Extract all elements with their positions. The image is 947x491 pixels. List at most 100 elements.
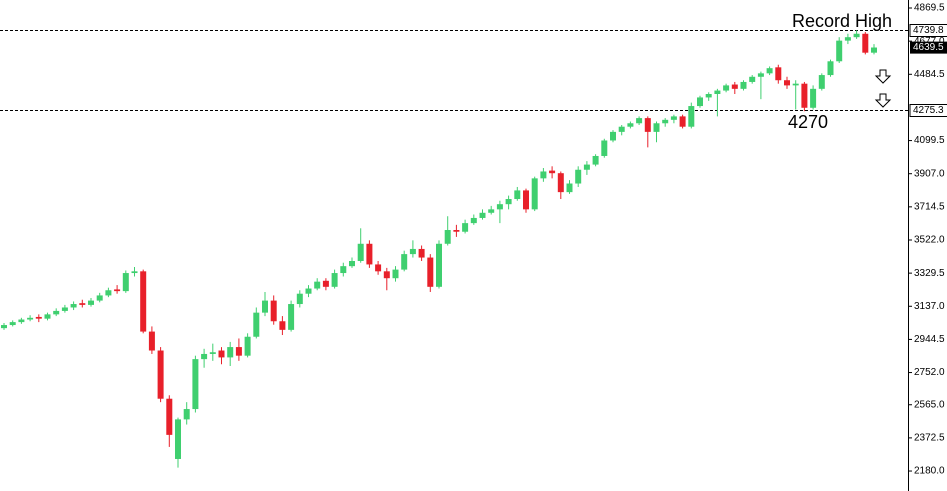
candle-body	[253, 312, 260, 337]
candle-body	[792, 83, 799, 86]
y-tick-label: 2565.0	[914, 399, 945, 410]
candle-body	[244, 336, 251, 356]
candle-body	[496, 204, 503, 210]
candle-body	[610, 131, 616, 141]
candle-body	[775, 67, 782, 81]
candle-body	[697, 97, 703, 107]
candle-body	[35, 316, 42, 319]
down-arrow	[874, 69, 892, 84]
candle-body	[618, 126, 625, 132]
candle-body	[679, 116, 686, 127]
candle-body	[192, 359, 199, 410]
candle-body	[757, 73, 764, 77]
candle-body	[79, 303, 86, 305]
candle-body	[88, 300, 94, 305]
y-tick-label: 3329.5	[914, 268, 945, 279]
candle-body	[140, 271, 147, 332]
y-tick-label: 4484.5	[914, 69, 945, 80]
candle-body	[871, 47, 877, 53]
candle-body	[784, 80, 790, 86]
candle-body	[18, 319, 25, 323]
candle-body	[183, 409, 190, 420]
candle-body	[627, 123, 634, 127]
candle-body	[53, 310, 60, 315]
y-tick-label: 3714.5	[914, 201, 945, 212]
candle-body	[1, 325, 7, 329]
current-price-label: 4639.5	[913, 42, 944, 53]
candle-body	[392, 269, 399, 279]
candle-body	[740, 81, 747, 89]
candle-body	[549, 170, 556, 174]
level-label: 4275.3	[913, 105, 944, 116]
candle-body	[201, 353, 208, 360]
candle-body	[357, 243, 364, 261]
level-label-box	[909, 24, 947, 37]
candle-body	[818, 75, 825, 89]
candle-body	[157, 350, 164, 399]
candle-body	[235, 347, 242, 356]
candle-body	[296, 293, 303, 305]
y-tick-label: 2180.0	[914, 466, 945, 477]
candle-body	[670, 116, 677, 120]
candle-body	[96, 295, 103, 301]
y-tick-label: 3522.0	[914, 235, 945, 246]
candle-body	[862, 33, 869, 53]
candle-body	[540, 171, 547, 179]
candle-body	[27, 317, 34, 320]
candle-body	[557, 173, 564, 193]
candle-body	[836, 40, 843, 62]
annotation: 4270	[788, 112, 828, 132]
y-tick-label: 2372.5	[914, 433, 945, 444]
down-arrow	[874, 93, 892, 108]
level-label: 4739.8	[913, 25, 944, 36]
candle-body	[288, 304, 295, 330]
candle-body	[644, 118, 651, 132]
candle-body	[105, 290, 112, 296]
candle-body	[114, 289, 121, 292]
candle-body	[801, 83, 808, 108]
candle-body	[227, 347, 234, 358]
candle-body	[409, 248, 416, 255]
candle-body	[166, 398, 173, 435]
candle-body	[827, 61, 834, 76]
candle-body	[418, 248, 425, 258]
candle-body	[479, 212, 486, 218]
annotation: Record High	[792, 11, 892, 31]
candle-body	[844, 37, 851, 41]
candle-body	[279, 321, 286, 330]
candle-body	[523, 190, 529, 210]
y-tick-label: 4099.5	[914, 135, 945, 146]
candle-body	[305, 288, 312, 294]
candle-body	[9, 322, 16, 326]
candle-body	[575, 169, 582, 184]
candle-body	[566, 183, 573, 193]
candle-body	[262, 300, 268, 313]
candle-body	[349, 260, 355, 267]
candle-body	[488, 209, 495, 213]
y-tick-label: 2752.0	[914, 367, 945, 378]
candle-body	[436, 243, 442, 287]
y-tick-label: 3907.0	[914, 168, 945, 179]
level-label-box	[909, 104, 947, 117]
candle-body	[662, 119, 669, 124]
candle-body	[766, 68, 773, 74]
candle-body	[688, 106, 695, 127]
candle-body	[583, 164, 590, 170]
candle-body	[444, 230, 451, 244]
candle-body	[70, 304, 77, 308]
candle-body	[314, 281, 321, 289]
candle-body	[601, 140, 608, 156]
candle-body	[505, 199, 512, 205]
candle-body	[44, 314, 51, 319]
candle-body	[131, 271, 138, 274]
candle-body	[427, 257, 434, 287]
candle-body	[383, 271, 390, 279]
candle-body	[366, 243, 373, 265]
candle-body	[653, 123, 660, 132]
candle-body	[61, 307, 68, 311]
current-price-box	[910, 41, 947, 54]
candle-body	[462, 223, 469, 232]
candle-body	[148, 331, 155, 351]
